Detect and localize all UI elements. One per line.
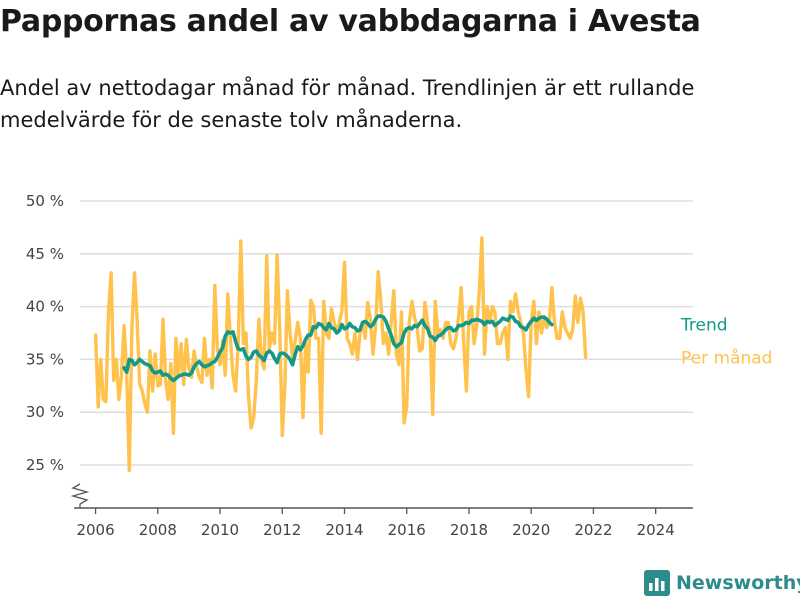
legend-trend: Trend [680, 316, 728, 336]
x-tick-label: 2006 [76, 521, 114, 539]
y-tick-label: 45 % [26, 245, 64, 263]
y-tick-label: 25 % [26, 456, 64, 474]
x-axis: 2006 2008 2010 2012 2014 2016 2018 2020 2022 2024 [70, 483, 693, 539]
x-tick-label: 2008 [139, 521, 177, 539]
axis-break-mark [70, 483, 90, 508]
x-tick-label: 2024 [637, 521, 675, 539]
monthly-series-line [93, 236, 588, 472]
x-tick-label: 2012 [263, 521, 301, 539]
y-tick-label: 40 % [26, 298, 64, 316]
x-tick-label: 2014 [325, 521, 363, 539]
brand-name: Newsworthy [676, 572, 800, 594]
x-tick-label: 2010 [201, 521, 239, 539]
y-tick-label: 35 % [26, 350, 64, 368]
x-tick-label: 2018 [450, 521, 488, 539]
brand: Newsworthy [644, 570, 800, 596]
page-title: Pappornas andel av vabbdagarna i Avesta [0, 4, 701, 39]
legend: Trend Per månad [680, 316, 772, 369]
y-axis-ticks: 25 % 30 % 35 % 40 % 45 % 50 % [26, 192, 64, 474]
x-tick-label: 2020 [512, 521, 550, 539]
bar-chart-logo-icon [644, 570, 670, 596]
x-tick-label: 2016 [388, 521, 426, 539]
legend-monthly: Per månad [681, 347, 772, 368]
y-tick-label: 30 % [26, 403, 64, 421]
series-group [93, 236, 588, 472]
page-subtitle: Andel av nettodagar månad för månad. Tre… [0, 76, 695, 132]
trend-series-line [122, 314, 554, 383]
x-tick-label: 2022 [574, 521, 612, 539]
y-tick-label: 50 % [26, 192, 64, 210]
